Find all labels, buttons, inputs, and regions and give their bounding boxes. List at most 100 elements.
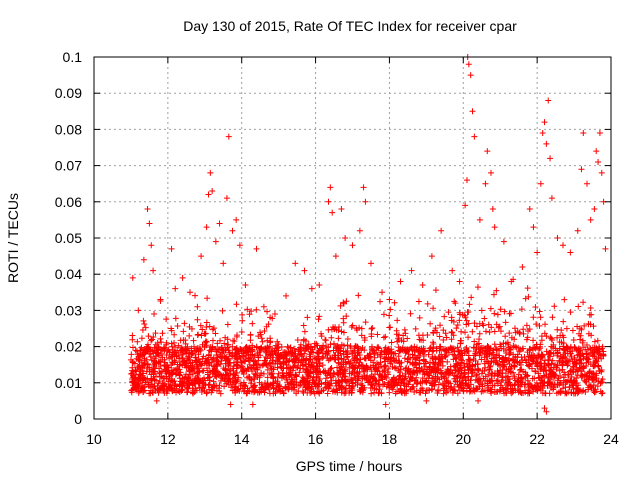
data-point-dense xyxy=(480,322,487,329)
data-point-dense xyxy=(354,369,361,376)
data-point-dense xyxy=(215,385,222,392)
data-point-dense xyxy=(279,369,286,376)
data-point-dense xyxy=(202,358,209,365)
data-point xyxy=(223,195,230,202)
data-point-dense xyxy=(493,377,500,384)
x-tick-label: 22 xyxy=(529,431,545,447)
data-point-dense xyxy=(418,345,425,352)
data-point-dense xyxy=(529,365,536,372)
data-point-dense xyxy=(312,368,319,375)
data-point-dense xyxy=(138,335,145,342)
data-point-dense xyxy=(409,383,416,390)
data-point xyxy=(283,292,290,299)
data-point-dense xyxy=(191,377,198,384)
data-point-dense xyxy=(443,375,450,382)
data-point xyxy=(397,278,404,285)
data-point-dense xyxy=(146,364,153,371)
data-point-dense xyxy=(240,367,247,374)
data-point-dense xyxy=(159,330,166,337)
data-point-dense xyxy=(318,380,325,387)
data-point xyxy=(543,140,550,147)
data-point-dense xyxy=(493,388,500,395)
data-point-dense xyxy=(196,358,203,365)
data-point-dense xyxy=(496,323,503,330)
data-point-dense xyxy=(392,380,399,387)
data-point-dense xyxy=(350,364,357,371)
data-point-dense xyxy=(516,387,523,394)
data-point xyxy=(129,274,136,281)
data-point-dense xyxy=(465,334,472,341)
data-point-dense xyxy=(416,365,423,372)
data-point-dense xyxy=(393,327,400,334)
data-point-dense xyxy=(491,328,498,335)
data-point-dense xyxy=(472,350,479,357)
data-point-dense xyxy=(542,321,549,328)
data-point-dense xyxy=(569,327,576,334)
data-point-dense xyxy=(214,348,221,355)
data-point-dense xyxy=(214,363,221,370)
data-point-dense xyxy=(586,369,593,376)
data-point-dense xyxy=(211,383,218,390)
data-point-dense xyxy=(561,347,568,354)
data-point-dense xyxy=(296,356,303,363)
data-point-dense xyxy=(377,349,384,356)
data-point-dense xyxy=(315,355,322,362)
data-point-dense xyxy=(340,329,347,336)
data-point-dense xyxy=(564,350,571,357)
data-point-dense xyxy=(474,371,481,378)
data-point-dense xyxy=(583,372,590,379)
data-point-dense xyxy=(581,377,588,384)
data-point-dense xyxy=(263,349,270,356)
data-point-dense xyxy=(509,389,516,396)
data-point-dense xyxy=(355,292,362,299)
data-point xyxy=(260,303,267,310)
data-point xyxy=(467,72,474,79)
data-point-dense xyxy=(404,356,411,363)
data-point-dense xyxy=(311,344,318,351)
data-point-dense xyxy=(526,390,533,397)
data-point-dense xyxy=(491,341,498,348)
data-point-dense xyxy=(243,390,250,397)
data-point-dense xyxy=(457,351,464,358)
data-point xyxy=(349,242,356,249)
data-point-dense xyxy=(506,310,513,317)
data-point-dense xyxy=(430,381,437,388)
data-point xyxy=(465,61,472,68)
data-point-dense xyxy=(381,348,388,355)
data-point-dense xyxy=(264,308,271,315)
data-point-dense xyxy=(402,347,409,354)
data-point-dense xyxy=(236,388,243,395)
data-point-dense xyxy=(346,389,353,396)
data-point-dense xyxy=(583,342,590,349)
data-point-dense xyxy=(144,345,151,352)
data-point-dense xyxy=(180,328,187,335)
data-point-dense xyxy=(323,375,330,382)
data-point-dense xyxy=(529,375,536,382)
data-point-dense xyxy=(155,344,162,351)
data-point-dense xyxy=(163,339,170,346)
data-point-dense xyxy=(412,325,419,332)
data-point-dense xyxy=(141,321,148,328)
data-point-dense xyxy=(300,322,307,329)
data-point-dense xyxy=(445,383,452,390)
data-point-dense xyxy=(334,389,341,396)
data-point-dense xyxy=(300,344,307,351)
data-point-dense xyxy=(222,354,229,361)
data-point-dense xyxy=(309,364,316,371)
data-point-dense xyxy=(424,366,431,373)
data-point-dense xyxy=(274,364,281,371)
data-point-dense xyxy=(388,382,395,389)
data-point-dense xyxy=(456,317,463,324)
data-point xyxy=(554,235,561,241)
data-point-dense xyxy=(413,346,420,353)
y-tick-label: 0.03 xyxy=(55,302,82,318)
data-point-dense xyxy=(181,358,188,365)
data-point-dense xyxy=(214,340,221,347)
data-point-dense xyxy=(343,313,350,320)
data-point-dense xyxy=(179,382,186,389)
data-point-dense xyxy=(395,375,402,382)
data-point-dense xyxy=(200,385,207,392)
data-point-dense xyxy=(219,307,226,314)
data-point-dense xyxy=(550,345,557,352)
data-point-dense xyxy=(249,320,256,327)
